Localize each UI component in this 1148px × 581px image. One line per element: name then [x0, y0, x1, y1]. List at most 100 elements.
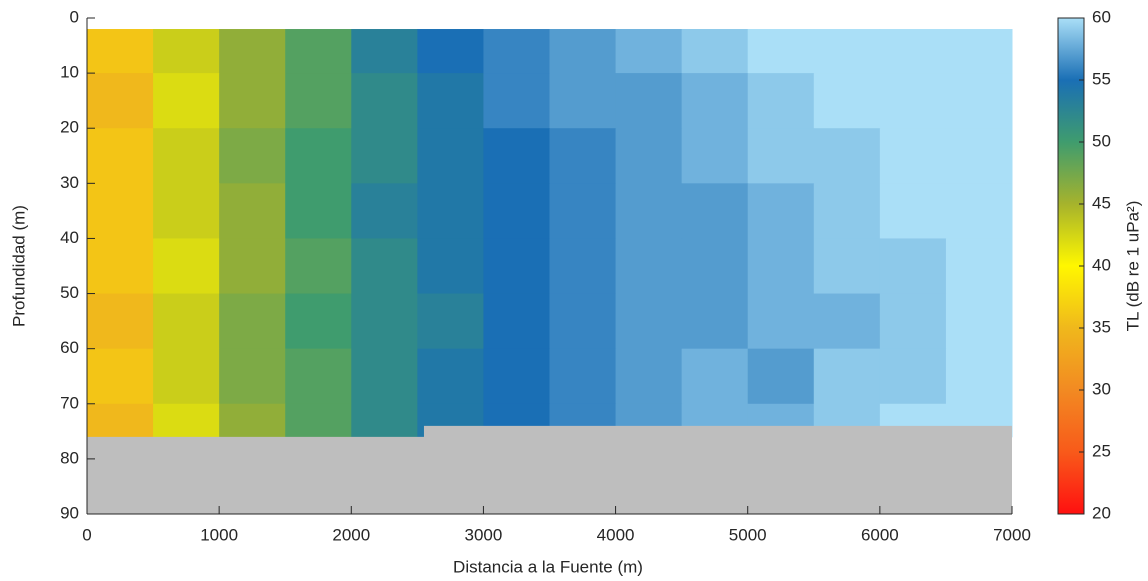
heatmap-cell [153, 128, 220, 184]
y-tick-label: 20 [60, 118, 79, 137]
heatmap-cell [351, 238, 418, 295]
x-axis-label: Distancia a la Fuente (m) [453, 557, 643, 576]
heatmap-cell [351, 29, 418, 74]
y-tick-label: 0 [70, 7, 79, 26]
heatmap-cell [219, 348, 286, 405]
heatmap-cell [285, 73, 352, 129]
heatmap-cell [153, 29, 220, 74]
heatmap-cell [87, 128, 154, 184]
heatmap-cell [153, 73, 220, 129]
heatmap-cell [879, 348, 947, 405]
heatmap-cell [153, 348, 220, 405]
heatmap-cell [945, 293, 1013, 350]
heatmap-cell [879, 128, 947, 184]
y-tick-label: 70 [60, 393, 79, 412]
heatmap-cell [945, 73, 1013, 129]
heatmap-cell [351, 73, 418, 129]
heatmap-cell [879, 293, 947, 350]
heatmap-cell [813, 183, 881, 239]
heatmap-cell [483, 73, 550, 129]
colorbar-tick-label: 35 [1092, 317, 1111, 336]
heatmap-cell [747, 29, 815, 74]
heatmap-cell [615, 183, 683, 239]
heatmap-cell [417, 73, 484, 129]
heatmap-cell [615, 238, 683, 295]
heatmap-cell [285, 293, 352, 350]
heatmap-cell [681, 29, 749, 74]
x-tick-label: 0 [82, 525, 91, 544]
heatmap-cell [417, 183, 484, 239]
heatmap-cell [747, 293, 815, 350]
heatmap-cell [87, 293, 154, 350]
x-tick-label: 6000 [861, 525, 899, 544]
heatmap-cell [483, 128, 550, 184]
heatmap-cell [219, 183, 286, 239]
y-tick-label: 30 [60, 173, 79, 192]
x-tick-label: 7000 [993, 525, 1031, 544]
heatmap-cell [879, 29, 947, 74]
heatmap-cell [747, 73, 815, 129]
x-tick-label: 5000 [729, 525, 767, 544]
heatmap-cell [615, 348, 683, 405]
heatmap-cell [615, 73, 683, 129]
colorbar-tick-label: 40 [1092, 255, 1111, 274]
y-tick-label: 90 [60, 503, 79, 522]
heatmap-cell [681, 73, 749, 129]
heatmap-cell [219, 238, 286, 295]
heatmap-cell [483, 293, 550, 350]
heatmap-cell [945, 128, 1013, 184]
x-tick-label: 3000 [465, 525, 503, 544]
heatmap-cell [747, 238, 815, 295]
heatmap-cell [417, 293, 484, 350]
heatmap-cell [351, 128, 418, 184]
colorbar-tick-label: 55 [1092, 69, 1111, 88]
heatmap-cell [219, 29, 286, 74]
heatmap-cell [747, 128, 815, 184]
heatmap-cell [549, 183, 617, 239]
heatmap-cell [285, 403, 352, 438]
x-tick-label: 1000 [200, 525, 238, 544]
heatmap-cell [615, 128, 683, 184]
heatmap-cell [813, 348, 881, 405]
colorbar-tick-label: 20 [1092, 503, 1111, 522]
heatmap-cell [615, 293, 683, 350]
heatmap-cell [945, 29, 1013, 74]
heatmap-cell [285, 128, 352, 184]
seabed [87, 425, 1012, 514]
heatmap-cell [417, 238, 484, 295]
y-tick-label: 60 [60, 338, 79, 357]
heatmap-cell [483, 348, 550, 405]
heatmap-cell [549, 73, 617, 129]
heatmap-cell [219, 293, 286, 350]
heatmap-cell [87, 348, 154, 405]
heatmap-cell [681, 348, 749, 405]
heatmap-cell [483, 238, 550, 295]
heatmap-cell [549, 29, 617, 74]
heatmap-cell [417, 348, 484, 405]
heatmap-cell [615, 29, 683, 74]
heatmap-cell [813, 128, 881, 184]
heatmap-cell [813, 29, 881, 74]
heatmap-cell [351, 183, 418, 239]
heatmap-cell [549, 128, 617, 184]
heatmap-cell [285, 29, 352, 74]
heatmap-cell [87, 73, 154, 129]
heatmap-cell [483, 183, 550, 239]
x-tick-label: 2000 [332, 525, 370, 544]
colorbar-label: TL (dB re 1 uPa²) [1123, 201, 1142, 332]
heatmap-cell [879, 183, 947, 239]
heatmap-cell [681, 128, 749, 184]
x-tick-label: 4000 [597, 525, 635, 544]
y-tick-label: 10 [60, 63, 79, 82]
heatmap-cell [219, 73, 286, 129]
heatmap-cell [417, 128, 484, 184]
y-axis-label: Profundidad (m) [9, 205, 28, 327]
y-tick-label: 40 [60, 228, 79, 247]
heatmap-cell [813, 73, 881, 129]
heatmap-cell [87, 183, 154, 239]
heatmap-cell [285, 348, 352, 405]
colorbar-tick-label: 30 [1092, 379, 1111, 398]
heatmap-cell [549, 348, 617, 405]
heatmap-cell [87, 238, 154, 295]
